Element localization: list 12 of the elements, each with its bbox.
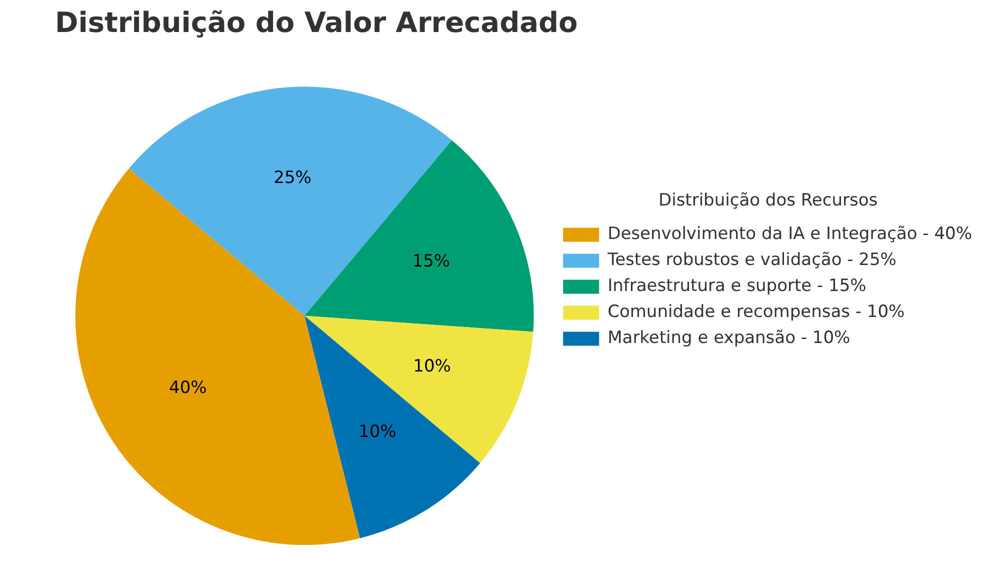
data-label: 40% xyxy=(169,378,207,398)
legend-label: Desenvolvimento da IA e Integração - 40% xyxy=(608,224,972,244)
data-label: 15% xyxy=(412,251,450,272)
legend-label: Comunidade e recompensas - 10% xyxy=(608,302,905,322)
data-label: 25% xyxy=(274,168,312,188)
data-label: 10% xyxy=(413,356,451,377)
legend-label: Infraestrutura e suporte - 15% xyxy=(608,276,866,296)
legend-label: Testes robustos e validação - 25% xyxy=(606,250,896,270)
legend-label: Marketing e expansão - 10% xyxy=(608,328,850,348)
data-label: 10% xyxy=(358,422,396,442)
chart-title: Distribuição do Valor Arrecadado xyxy=(55,6,578,40)
legend-title: Distribuição dos Recursos xyxy=(658,190,878,211)
